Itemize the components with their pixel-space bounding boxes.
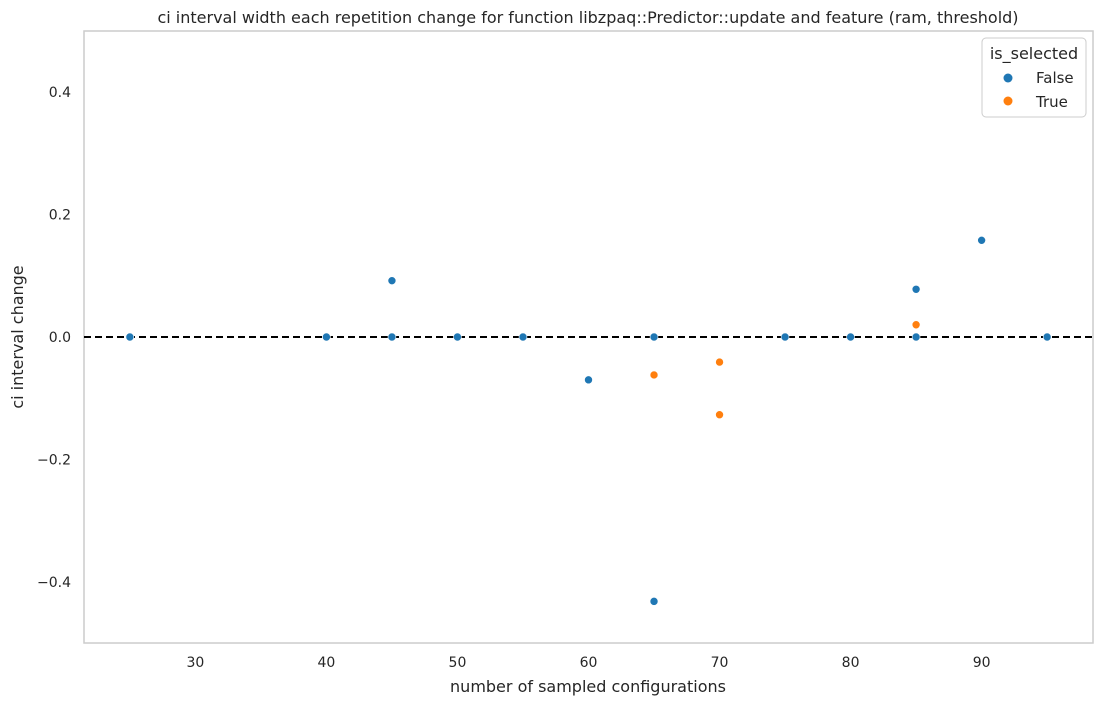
y-tick-label: 0.0	[49, 330, 71, 346]
data-point-true	[715, 357, 724, 367]
data-point-false	[911, 284, 921, 294]
legend: is_selected False True	[981, 37, 1087, 118]
data-point-false	[584, 375, 593, 385]
y-tick-label: −0.2	[37, 452, 71, 468]
x-tick-label: 30	[186, 655, 204, 671]
data-point-false	[125, 332, 135, 342]
legend-marker-false	[1003, 73, 1013, 83]
y-tick-label: 0.4	[49, 85, 71, 101]
legend-marker-true	[1003, 96, 1013, 106]
y-axis-ticks: −0.4 −0.2 0.0 0.2 0.4	[37, 85, 71, 591]
data-point-false	[322, 332, 331, 342]
legend-title: is_selected	[990, 44, 1078, 64]
legend-label-true: True	[1035, 93, 1068, 111]
chart-title: ci interval width each repetition change…	[157, 8, 1018, 27]
x-axis-label: number of sampled configurations	[450, 677, 726, 696]
legend-label-false: False	[1036, 69, 1074, 87]
data-point-true	[649, 370, 659, 380]
x-tick-label: 80	[842, 655, 860, 671]
y-axis-label: ci interval change	[8, 265, 27, 408]
x-tick-label: 40	[318, 655, 336, 671]
data-point-false	[387, 332, 397, 342]
y-tick-label: 0.2	[49, 208, 71, 224]
data-point-false	[453, 332, 462, 342]
data-point-true	[911, 320, 921, 330]
x-tick-label: 90	[973, 655, 991, 671]
data-points	[125, 236, 1052, 606]
data-point-false	[911, 332, 921, 342]
data-point-false	[780, 332, 790, 342]
x-tick-label: 70	[711, 655, 729, 671]
data-point-false	[1042, 332, 1052, 342]
x-tick-label: 60	[580, 655, 598, 671]
data-point-false	[387, 276, 397, 285]
x-axis-ticks: 30 40 50 60 70 80 90	[186, 655, 990, 671]
y-tick-label: −0.4	[37, 575, 71, 591]
data-point-false	[846, 332, 855, 342]
data-point-true	[715, 410, 724, 420]
data-point-false	[977, 236, 986, 245]
data-point-false	[649, 597, 659, 606]
x-tick-label: 50	[449, 655, 467, 671]
data-point-false	[649, 332, 659, 342]
data-point-false	[518, 332, 528, 342]
